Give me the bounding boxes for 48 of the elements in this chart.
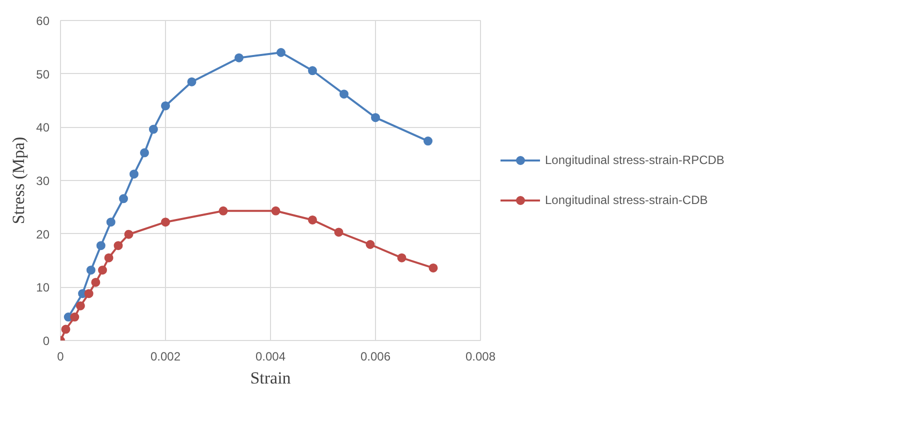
point <box>161 101 170 110</box>
point <box>61 324 70 334</box>
y-tick-label: 10 <box>36 280 50 295</box>
point <box>218 206 228 216</box>
point <box>104 253 114 262</box>
point <box>96 241 106 250</box>
point <box>130 170 138 179</box>
point <box>334 228 344 237</box>
x-tick-label: 0.006 <box>360 350 391 364</box>
point <box>91 278 100 287</box>
x-tick-label: 0.002 <box>150 350 181 364</box>
y-tick-label: 30 <box>36 174 50 188</box>
x-tick-label: 0.008 <box>465 350 496 364</box>
point <box>124 230 134 239</box>
point <box>308 215 317 224</box>
y-tick-label: 0 <box>42 334 50 348</box>
point <box>70 312 80 322</box>
y-tick-label: 40 <box>36 120 50 135</box>
point <box>84 289 94 298</box>
point <box>308 66 317 76</box>
point <box>114 241 123 250</box>
point <box>86 266 96 275</box>
x-tick-label: 0 <box>57 350 64 364</box>
point <box>119 194 128 204</box>
y-tick-label: 60 <box>36 14 50 28</box>
point <box>76 301 85 310</box>
x-tick-label: 0.004 <box>255 350 286 364</box>
legend-label: Longitudinal stress-strain-CDB <box>545 193 708 207</box>
point <box>366 240 375 249</box>
y-tick-label: 20 <box>36 227 50 242</box>
point <box>371 113 380 122</box>
point <box>187 77 196 86</box>
legend-label: Longitudinal stress-strain-RPCDB <box>545 153 724 167</box>
y-tick-label: 50 <box>36 67 50 82</box>
point <box>276 48 286 57</box>
point <box>428 263 438 272</box>
point <box>140 148 149 158</box>
point <box>340 90 348 99</box>
point <box>106 218 116 227</box>
point <box>271 206 280 216</box>
point <box>424 136 432 146</box>
point <box>148 124 158 134</box>
point <box>397 253 406 262</box>
y-axis-title: Stress (Mpa) <box>9 136 28 224</box>
point <box>161 218 170 227</box>
point <box>98 266 107 275</box>
point <box>234 53 244 62</box>
x-axis-title: Strain <box>250 368 292 388</box>
